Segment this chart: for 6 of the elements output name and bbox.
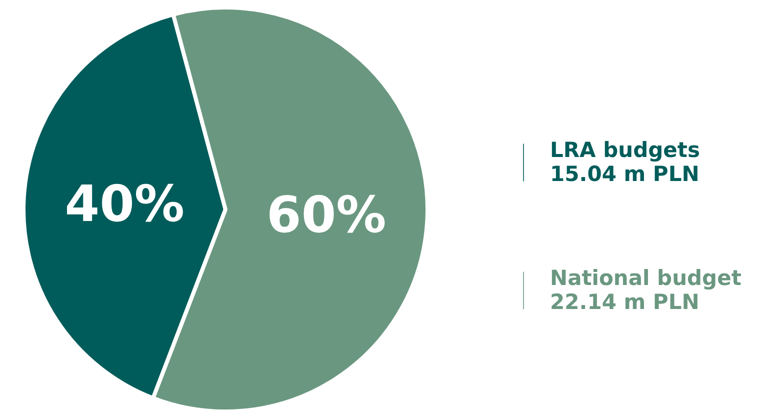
text: 15.04 m PLN [550,162,700,186]
text: 22.14 m PLN [550,290,700,314]
data-label: 40% [64,175,184,234]
legend-label: LRA budgets [550,138,700,162]
legend-label: National budget [550,266,742,290]
data-label: 60% [266,186,386,244]
